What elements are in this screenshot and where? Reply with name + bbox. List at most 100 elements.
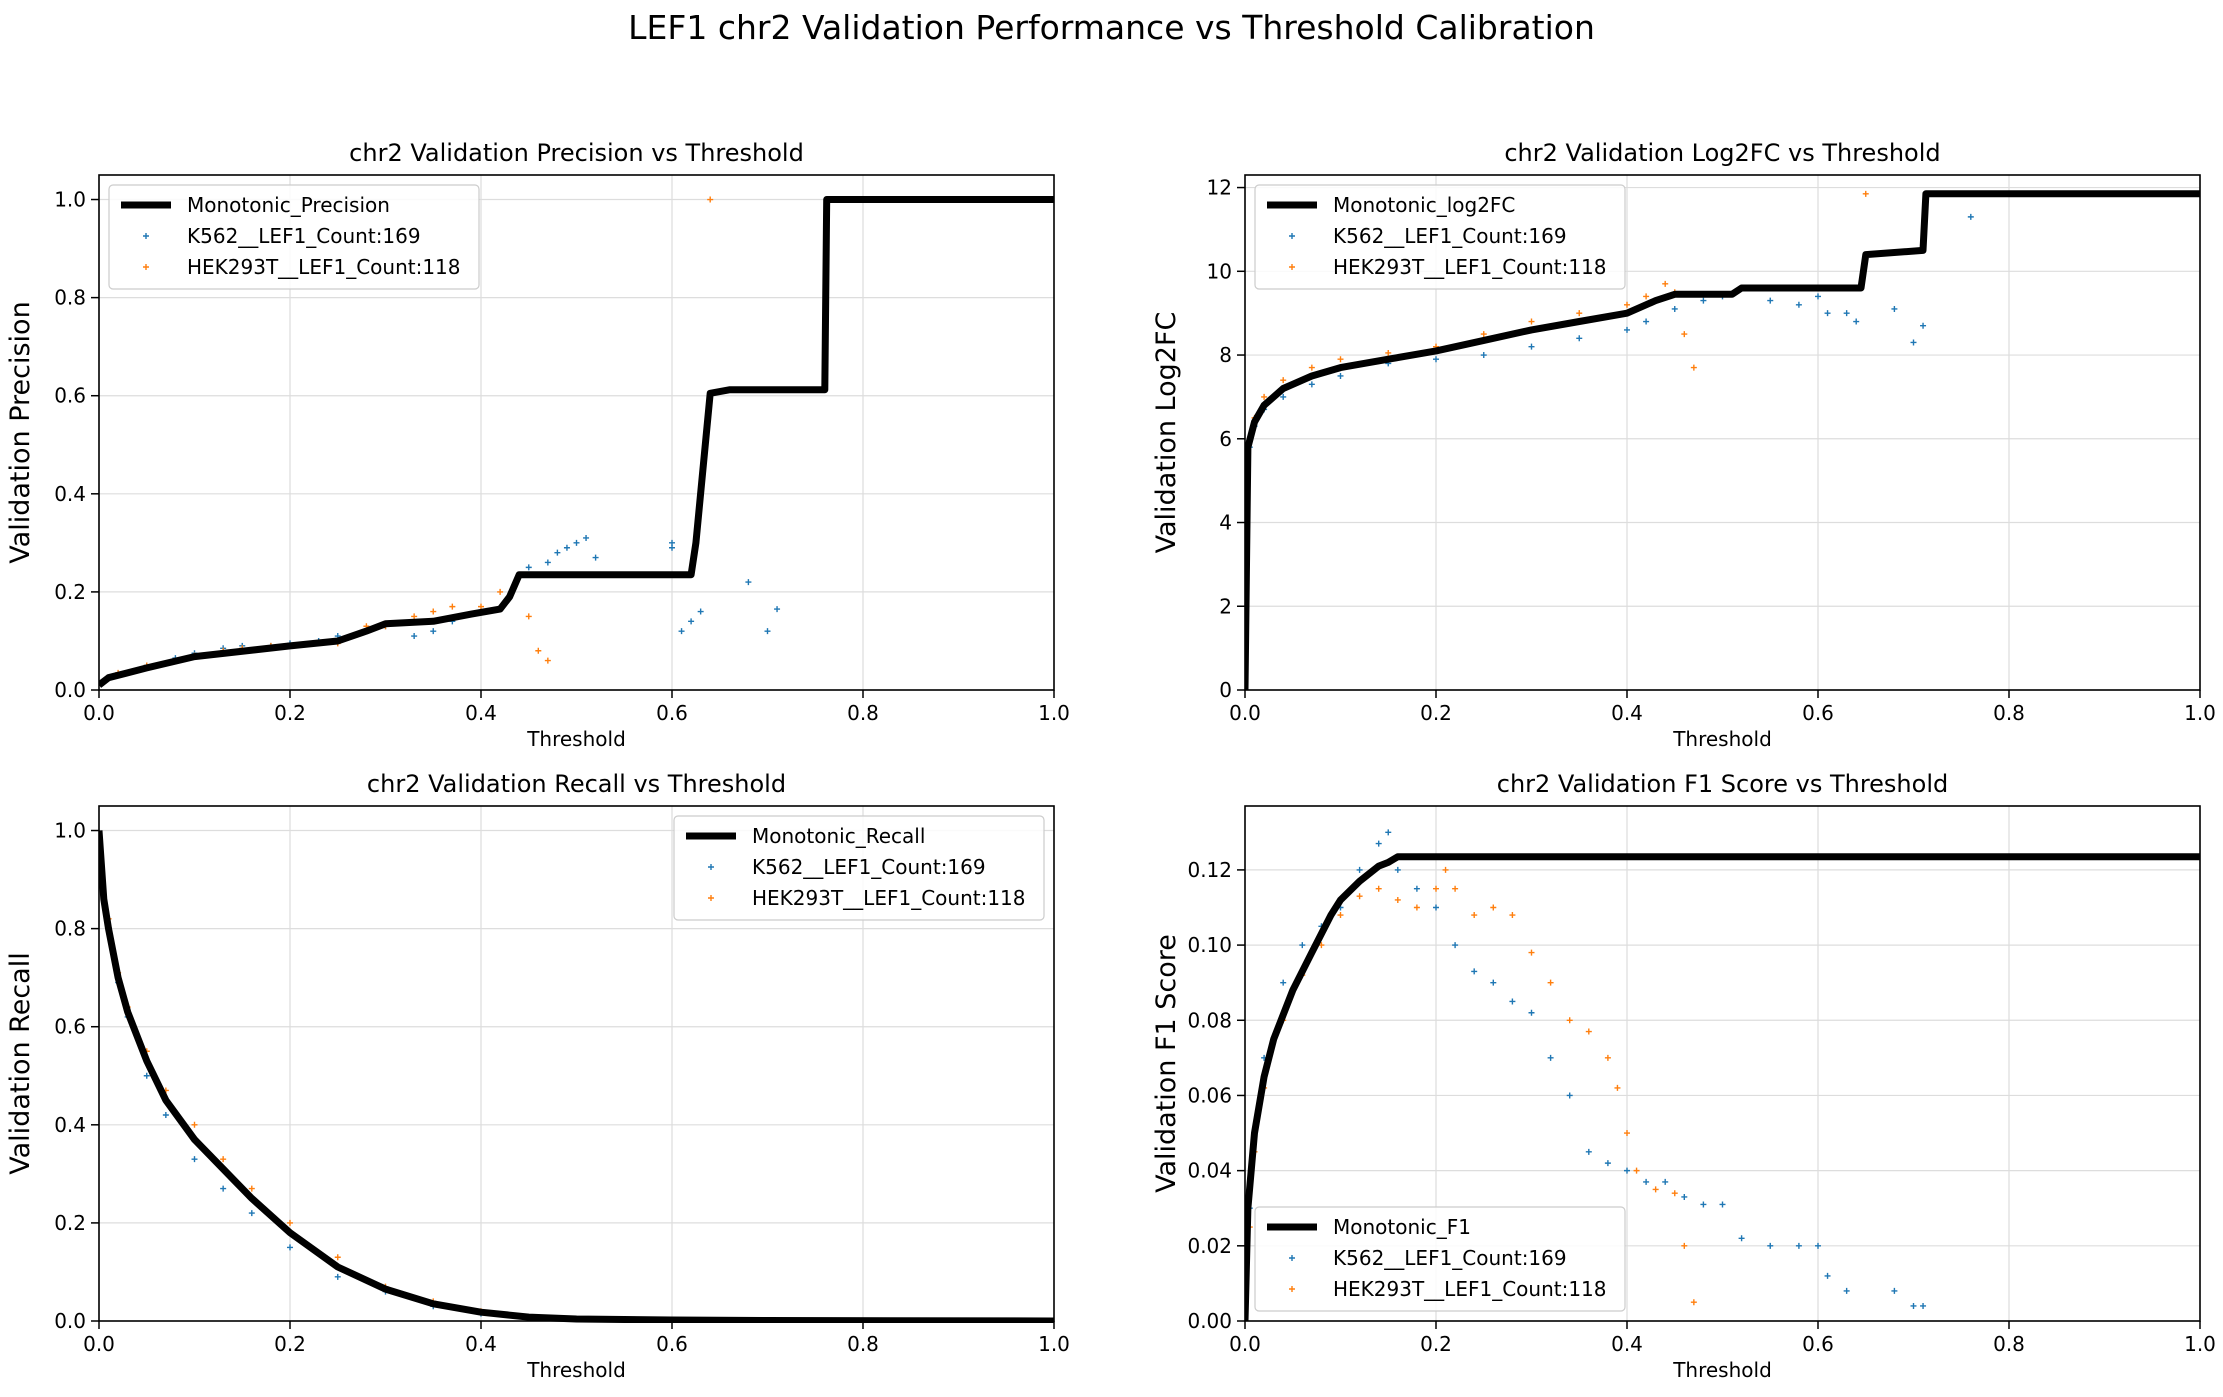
data-point <box>411 633 418 640</box>
series-line <box>99 830 1055 1323</box>
y-tick-label: 0.04 <box>1187 1159 1232 1183</box>
legend-marker-swatch <box>1289 1286 1295 1292</box>
data-point <box>1891 1287 1898 1294</box>
data-point <box>525 613 532 620</box>
y-tick-label: 0.2 <box>54 580 86 604</box>
legend: Monotonic_Precision K562__LEF1_Count:169 H… <box>108 184 480 290</box>
legend-marker-swatch <box>708 895 714 901</box>
legend-box <box>1254 1206 1626 1312</box>
figure-title: LEF1 chr2 Validation Performance vs Thre… <box>628 8 1595 47</box>
data-point <box>1690 364 1697 371</box>
data-point <box>1576 310 1583 317</box>
axes-frame <box>98 805 1055 1322</box>
data-point <box>1480 331 1487 338</box>
data-point <box>287 1244 293 1251</box>
legend-label: K562__LEF1_Count:169 <box>752 855 986 879</box>
data-point <box>1843 310 1850 317</box>
data-point <box>1547 1054 1554 1061</box>
plot-area <box>1245 190 2200 691</box>
x-tick-label: 0.4 <box>1611 701 1643 725</box>
data-point <box>1681 1242 1688 1249</box>
data-point <box>1337 372 1344 379</box>
data-point <box>707 196 714 203</box>
y-tick-label: 0.2 <box>54 1211 86 1235</box>
panel-recall: 0.0 0.2 0.4 0.6 0.8 1.0 0.0 0.2 0.4 0.6 0.8 1.0 chr2… <box>5 770 1070 1382</box>
data-point <box>220 1156 227 1163</box>
x-tick-label: 0.8 <box>1993 1332 2025 1356</box>
data-point <box>1528 1009 1535 1016</box>
data-point <box>1509 998 1516 1005</box>
y-tick-label: 2 <box>1219 594 1232 618</box>
panel-precision: 0.0 0.2 0.4 0.6 0.8 1.0 0.0 0.2 0.4 0.6 0.8 1.0 chr2… <box>5 139 1070 751</box>
data-point <box>1471 912 1478 919</box>
x-tick-label: 0.6 <box>1802 1332 1834 1356</box>
data-point <box>1967 213 1974 220</box>
data-point <box>1624 326 1630 333</box>
y-tick-label: 0.08 <box>1187 1008 1232 1032</box>
x-tick-label: 0.4 <box>465 701 497 725</box>
y-tick-label: 0.4 <box>54 1113 86 1137</box>
axes-frame <box>98 174 1055 691</box>
data-point <box>1652 1186 1659 1193</box>
data-point <box>1643 318 1650 325</box>
data-point <box>248 1210 255 1217</box>
data-point <box>1862 190 1869 197</box>
axes-title: chr2 Validation Recall vs Threshold <box>367 770 786 798</box>
data-point <box>1280 393 1287 400</box>
legend-label: K562__LEF1_Count:169 <box>187 224 421 248</box>
data-point <box>697 608 704 615</box>
data-point <box>430 608 437 615</box>
x-tick-label: 0.0 <box>1229 701 1261 725</box>
data-point <box>1394 896 1401 903</box>
data-point <box>1604 1054 1611 1061</box>
data-point <box>544 657 551 664</box>
data-point <box>1853 318 1860 325</box>
x-tick-label: 0.6 <box>656 701 688 725</box>
x-axis-label: Threshold <box>1672 727 1772 751</box>
data-point <box>1490 979 1497 986</box>
data-point <box>191 1156 198 1163</box>
data-point <box>1576 335 1583 342</box>
data-point <box>1375 885 1382 892</box>
data-point <box>1843 1287 1850 1294</box>
legend: Monotonic_F1 K562__LEF1_Count:169 HEK293T_… <box>1254 1206 1626 1312</box>
data-point <box>1585 1148 1592 1155</box>
y-tick-label: 0.00 <box>1187 1309 1232 1333</box>
y-tick-label: 0.02 <box>1187 1234 1232 1258</box>
y-tick-label: 1.0 <box>54 819 86 843</box>
data-point <box>525 564 532 571</box>
y-tick-label: 0.12 <box>1187 858 1232 882</box>
x-tick-label: 0.2 <box>274 701 306 725</box>
data-point <box>1633 1167 1640 1174</box>
data-point <box>1671 1190 1678 1197</box>
data-point <box>678 628 685 635</box>
data-point <box>1738 1235 1745 1242</box>
data-point <box>1308 364 1315 371</box>
y-tick-label: 10 <box>1207 259 1232 283</box>
data-point <box>1413 885 1420 892</box>
data-point <box>764 628 771 635</box>
y-tick-label: 0.6 <box>54 384 86 408</box>
data-point <box>1815 293 1821 300</box>
data-point <box>1624 1167 1630 1174</box>
legend-marker-swatch <box>143 264 149 270</box>
series-line <box>99 196 1054 688</box>
data-point <box>1337 356 1344 363</box>
data-point <box>774 606 781 613</box>
legend-marker-swatch <box>143 233 149 239</box>
plot-area <box>99 196 1054 688</box>
data-point <box>1920 322 1927 329</box>
legend-marker-swatch <box>708 864 714 870</box>
data-point <box>1280 377 1287 384</box>
data-point <box>1413 904 1420 911</box>
axes-title: chr2 Validation F1 Score vs Threshold <box>1497 770 1948 798</box>
data-point <box>1700 1201 1707 1208</box>
y-tick-label: 0.4 <box>54 482 86 506</box>
data-point <box>1308 381 1315 388</box>
y-tick-label: 0.0 <box>54 678 86 702</box>
legend-label: Monotonic_F1 <box>1333 1215 1471 1239</box>
x-tick-label: 0.8 <box>847 701 879 725</box>
legend-label: K562__LEF1_Count:169 <box>1333 1246 1567 1270</box>
x-tick-label: 0.8 <box>1993 701 2025 725</box>
